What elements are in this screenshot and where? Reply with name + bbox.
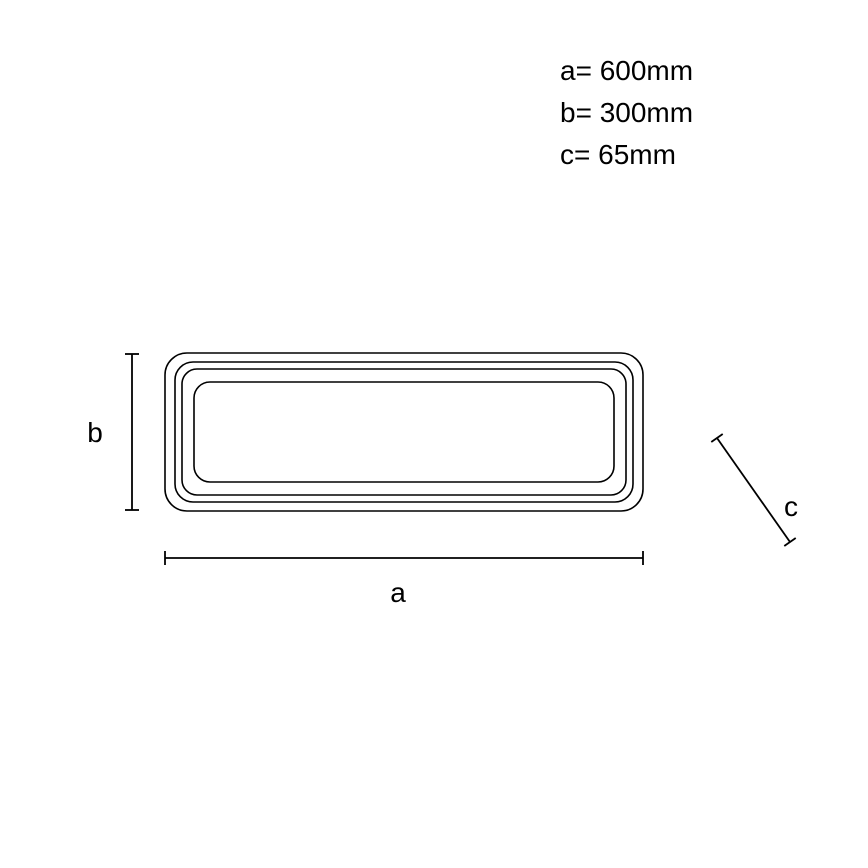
- dim-b-label: b: [87, 417, 103, 448]
- dim-a-label: a: [390, 577, 406, 608]
- legend-line: b= 300mm: [560, 97, 693, 128]
- legend-line: c= 65mm: [560, 139, 676, 170]
- dim-c-label: c: [784, 491, 798, 522]
- legend-line: a= 600mm: [560, 55, 693, 86]
